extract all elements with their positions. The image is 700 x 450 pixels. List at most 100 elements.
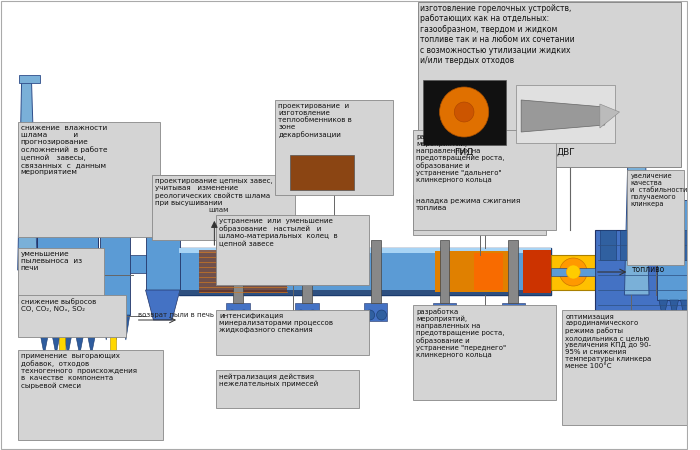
Polygon shape — [668, 350, 680, 370]
Bar — [179, 290, 551, 295]
Bar — [600, 230, 615, 260]
Circle shape — [308, 310, 318, 320]
Text: ДВГ: ДВГ — [556, 148, 575, 157]
Text: снижение выбросов
CO, CO₂, NOₓ, SO₂: снижение выбросов CO, CO₂, NOₓ, SO₂ — [21, 298, 96, 312]
Polygon shape — [624, 100, 649, 295]
Polygon shape — [614, 350, 625, 370]
Bar — [508, 240, 518, 303]
Bar — [216, 370, 359, 408]
Text: проектирование  и
изготовление
теплообменников в
зоне
декарбонизации: проектирование и изготовление теплообмен… — [279, 103, 352, 138]
Bar — [413, 305, 556, 400]
Bar — [551, 255, 595, 290]
Bar — [179, 248, 551, 253]
Bar — [501, 303, 525, 321]
Circle shape — [434, 310, 444, 320]
Bar — [18, 248, 104, 303]
Bar — [627, 170, 685, 265]
Bar — [199, 250, 287, 293]
Circle shape — [239, 310, 248, 320]
Bar — [659, 230, 675, 260]
Bar — [640, 382, 648, 417]
Bar — [37, 180, 98, 202]
Bar — [517, 85, 615, 143]
Circle shape — [503, 310, 512, 320]
Bar — [595, 250, 659, 260]
Bar — [59, 330, 65, 370]
Bar — [302, 240, 312, 303]
Polygon shape — [102, 355, 134, 375]
Polygon shape — [39, 330, 49, 355]
Bar — [474, 253, 503, 290]
Bar — [595, 230, 693, 370]
Text: оптимизация
аэродинамического
режима работы
холодильника с целью
увеличения КПД : оптимизация аэродинамического режима раб… — [566, 313, 652, 369]
Bar — [110, 315, 116, 355]
Bar — [153, 175, 295, 240]
Bar — [625, 93, 653, 103]
Circle shape — [445, 310, 455, 320]
Polygon shape — [655, 350, 666, 370]
Text: устранение  или  уменьшение
образование   настылей   и
шламо-материальных  колец: устранение или уменьшение образование на… — [219, 218, 338, 247]
Polygon shape — [122, 315, 130, 340]
Polygon shape — [641, 350, 653, 370]
Polygon shape — [112, 315, 120, 340]
Text: разработка
мероприятий,
направленных на
предотвращение роста,
образование и
устр: разработка мероприятий, направленных на … — [416, 133, 505, 184]
Text: разработка
мероприятий,
направленных на
предотвращение роста,
образование и
устр: разработка мероприятий, направленных на … — [416, 308, 506, 358]
Polygon shape — [75, 330, 85, 355]
Bar — [100, 215, 130, 315]
Bar — [106, 375, 128, 390]
Text: наладка режима сжигания
топлива: наладка режима сжигания топлива — [416, 198, 520, 211]
Text: уменьшение
пылевыноса  из
печи: уменьшение пылевыноса из печи — [21, 251, 82, 271]
Bar — [216, 310, 369, 355]
Bar — [435, 251, 513, 292]
Bar — [37, 200, 98, 330]
Text: увеличение
качества
и  стабильности
получаемого
клинкера: увеличение качества и стабильности получ… — [630, 173, 687, 207]
Bar — [18, 122, 160, 237]
Bar — [563, 310, 700, 425]
Polygon shape — [18, 80, 37, 270]
Polygon shape — [522, 100, 605, 132]
Bar — [295, 303, 318, 321]
Bar — [19, 75, 41, 83]
Circle shape — [296, 310, 306, 320]
Bar — [433, 303, 456, 321]
Text: топливо: топливо — [631, 266, 664, 274]
Bar — [413, 130, 556, 230]
Polygon shape — [146, 290, 180, 320]
Text: шлам: шлам — [209, 207, 229, 213]
Bar — [275, 100, 393, 195]
Bar — [146, 230, 180, 290]
Bar — [233, 240, 243, 303]
Bar — [440, 240, 449, 303]
Bar — [371, 240, 381, 303]
Text: применение  выгорающих
добавок,  отходов
техногенного  происхождения
в  качестве: применение выгорающих добавок, отходов т… — [21, 353, 136, 389]
Circle shape — [559, 258, 587, 286]
Polygon shape — [63, 330, 73, 355]
Text: нейтрализация действия
нежелательных примесей: нейтрализация действия нежелательных при… — [219, 373, 318, 387]
Text: проектирование цепных завес,
учитывая   изменение
реологических свойств шлама
пр: проектирование цепных завес, учитывая из… — [155, 178, 273, 206]
Bar — [179, 248, 551, 295]
Bar — [657, 200, 688, 300]
Text: снижение  влажности
шлама           и
прогнозирование
осложнений  в работе
цепно: снижение влажности шлама и прогнозирован… — [21, 125, 107, 175]
Text: изготовление горелочных устройств,
работающих как на отдельных:
газообразном, тв: изготовление горелочных устройств, работ… — [420, 4, 575, 65]
Polygon shape — [627, 350, 639, 370]
Polygon shape — [51, 330, 61, 355]
Text: возврат пыли в печь: возврат пыли в печь — [138, 312, 214, 318]
Polygon shape — [659, 300, 668, 320]
Bar — [18, 295, 126, 337]
Polygon shape — [102, 315, 110, 340]
Text: ГИД: ГИД — [454, 148, 474, 157]
Circle shape — [228, 310, 237, 320]
Text: интенсификация
минерализаторами процессов
жидкофазного спекания: интенсификация минерализаторами процессо… — [219, 313, 333, 333]
Circle shape — [440, 87, 489, 137]
Circle shape — [514, 310, 524, 320]
Polygon shape — [680, 300, 690, 320]
Bar — [364, 303, 387, 321]
Polygon shape — [600, 104, 620, 128]
Circle shape — [377, 310, 386, 320]
Bar — [423, 80, 506, 145]
Bar — [418, 2, 682, 167]
Bar — [226, 303, 250, 321]
Polygon shape — [670, 300, 678, 320]
Bar — [130, 255, 179, 273]
Bar — [413, 195, 546, 235]
